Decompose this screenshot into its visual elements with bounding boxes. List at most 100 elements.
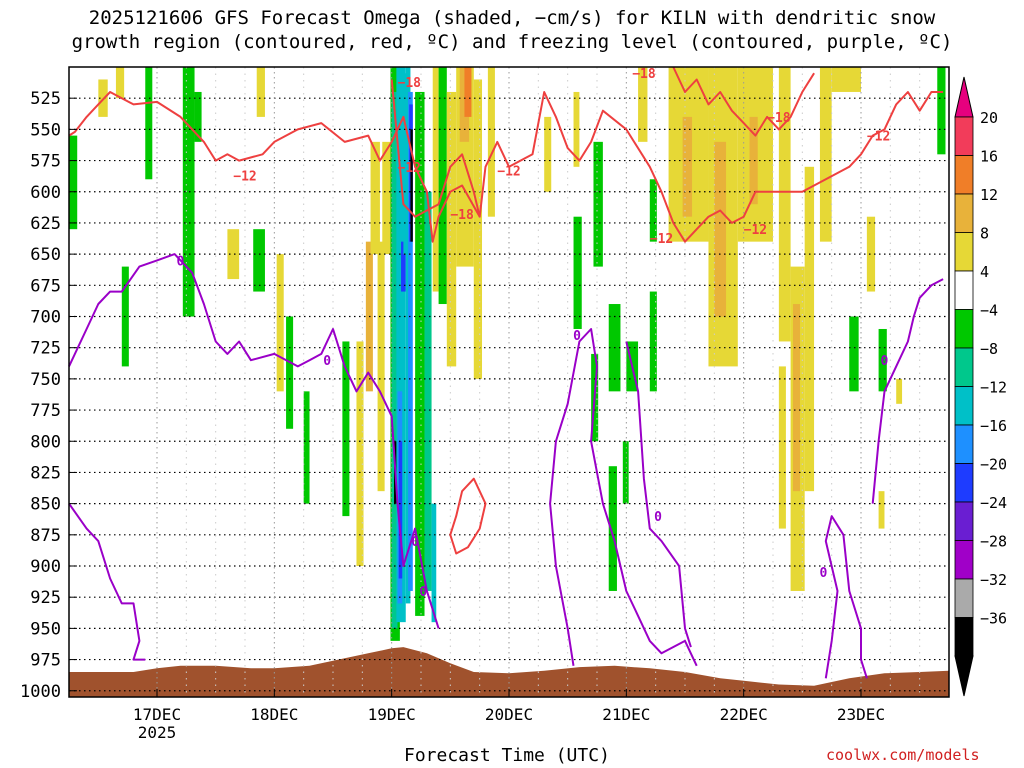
contour-label: −12 [233, 170, 256, 185]
colorbar-tick-label: −12 [980, 379, 1007, 397]
colorbar-tick-label: −28 [980, 533, 1007, 551]
title-line-1: 2025121606 GFS Forecast Omega (shaded, −… [88, 7, 936, 29]
x-tick-label: 17DEC [133, 705, 181, 724]
omega-cell [792, 304, 800, 492]
y-tick-label: 525 [30, 89, 61, 109]
omega-cell [878, 328, 887, 392]
omega-cell [401, 241, 406, 292]
contour-line [68, 91, 944, 243]
contour-layer [68, 66, 944, 679]
colorbar-swatch [954, 424, 974, 464]
omega-cell [878, 491, 885, 529]
colorbar-tick-label: −20 [980, 456, 1007, 474]
colorbar-tick-label: 4 [980, 263, 989, 281]
omega-cell [714, 141, 727, 317]
omega-cell [432, 67, 439, 292]
x-axis: 17DEC 18DEC 19DEC 20DEC 21DEC 22DEC 23DEC 2025 [133, 689, 885, 742]
colorbar-swatch [954, 617, 974, 657]
x-tick-label: 19DEC [368, 705, 416, 724]
x-tick-label: 22DEC [720, 705, 768, 724]
contour-label: 0 [820, 566, 828, 581]
omega-cell [622, 441, 629, 504]
grid-layer [69, 67, 949, 697]
terrain-area [69, 647, 949, 697]
omega-cell [370, 141, 380, 255]
contour-label: 0 [177, 254, 185, 269]
omega-cell [410, 129, 413, 242]
y-tick-label: 550 [30, 120, 61, 140]
omega-cell [573, 91, 580, 167]
y-tick-label: 625 [30, 214, 61, 234]
contour-label: −18 [450, 208, 474, 223]
omega-cell [937, 67, 946, 155]
x-tick-label: 20DEC [485, 705, 533, 724]
contour-label: 0 [654, 510, 662, 525]
omega-cell [896, 378, 903, 404]
y-tick-label: 875 [30, 526, 61, 546]
contour-label: −18 [632, 67, 656, 82]
colorbar-swatch [954, 116, 974, 156]
contour-line [672, 66, 815, 137]
colorbar-tick-label: −24 [980, 494, 1007, 512]
omega-cell [638, 67, 648, 142]
omega-cell [446, 91, 457, 367]
omega-cell [253, 229, 265, 292]
contour-label: −18 [767, 111, 791, 126]
colorbar: 20 16 12 8 4 −4 −8 −12 −16 −20 −24 −28 −32 −36 [954, 76, 1007, 697]
y-tick-label: 800 [30, 432, 61, 452]
omega-cell [69, 135, 78, 230]
omega-cell [487, 67, 495, 217]
colorbar-swatch [954, 232, 974, 272]
contour-label: −12 [497, 165, 520, 180]
omega-cell [286, 316, 294, 429]
omega-cell [649, 179, 657, 242]
contour-line [68, 503, 146, 661]
y-tick-label: 950 [30, 619, 61, 639]
omega-cell [377, 241, 385, 492]
omega-cell [593, 141, 603, 267]
omega-cell [194, 91, 202, 142]
omega-cell [356, 341, 364, 567]
omega-cell [398, 441, 403, 579]
contour-label: −12 [744, 223, 767, 238]
site-credit: coolwx.com/models [826, 746, 980, 764]
omega-cell [303, 391, 310, 504]
title-line-2: growth region (contoured, red, ºC) and f… [71, 31, 953, 53]
y-tick-label: 700 [30, 308, 61, 328]
contour-label: 0 [323, 354, 331, 369]
omega-cell [415, 91, 425, 616]
colorbar-tick-label: −8 [980, 340, 998, 358]
y-tick-label: 975 [30, 651, 61, 671]
y-tick-label: 575 [30, 152, 61, 172]
contour-line [871, 278, 944, 504]
omega-cell [115, 67, 125, 99]
omega-cell [276, 254, 284, 392]
y-tick-label: 750 [30, 370, 61, 390]
y-tick-label: 900 [30, 557, 61, 577]
colorbar-arrow-bottom [954, 655, 974, 697]
y-tick-label: 600 [30, 183, 61, 203]
contour-label: −12 [650, 232, 673, 247]
contour-label: −18 [398, 76, 422, 91]
y-axis: 525 550 575 600 625 650 675 700 725 750 775 800 825 8… [20, 89, 77, 702]
x-tick-label: 18DEC [250, 705, 298, 724]
omega-cell [342, 341, 350, 517]
omega-cell [778, 67, 791, 342]
colorbar-swatch [954, 578, 974, 618]
y-tick-label: 650 [30, 245, 61, 265]
contour-label: 0 [573, 329, 581, 344]
omega-cell [831, 67, 861, 92]
colorbar-swatch [954, 347, 974, 387]
colorbar-arrow-top [954, 76, 974, 118]
omega-cell [438, 67, 447, 305]
chart-title: 2025121606 GFS Forecast Omega (shaded, −… [0, 6, 1024, 54]
omega-cell [403, 73, 409, 255]
y-tick-label: 850 [30, 495, 61, 515]
contour-label: 0 [419, 585, 427, 600]
colorbar-swatch [954, 309, 974, 349]
omega-cell [256, 67, 265, 117]
terrain-layer [69, 647, 949, 697]
omega-cell [804, 166, 815, 492]
colorbar-tick-label: −16 [980, 417, 1007, 435]
